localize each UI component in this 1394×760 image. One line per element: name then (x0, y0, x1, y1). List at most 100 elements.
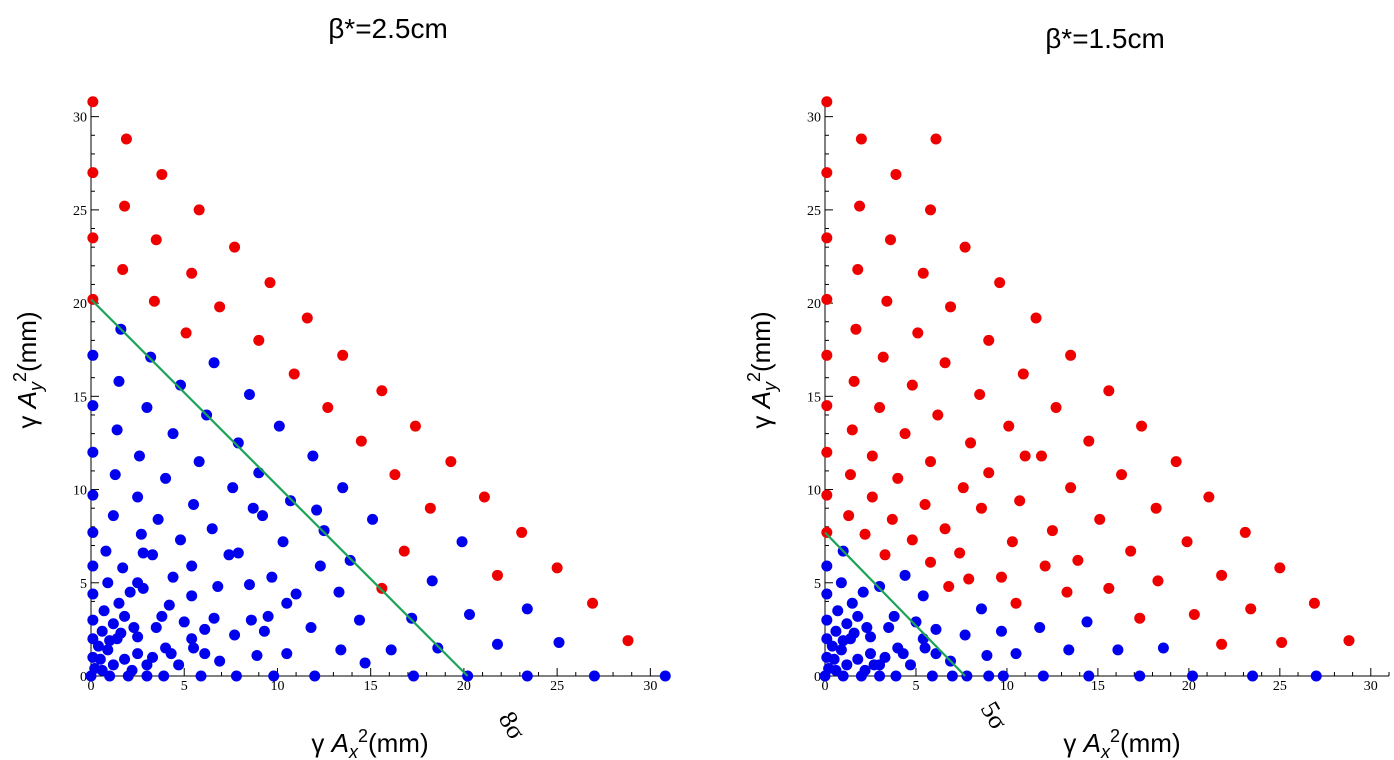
data-point-blue (107, 618, 119, 630)
data-point-blue (119, 653, 131, 665)
data-point-blue (281, 648, 293, 660)
data-point-blue (874, 670, 886, 682)
y-tick-label: 15 (73, 390, 87, 405)
data-point-blue (1310, 670, 1322, 682)
data-point-blue (115, 627, 127, 639)
x-tick-label: 25 (1273, 679, 1287, 694)
data-point-blue (113, 597, 125, 609)
data-point-red (957, 482, 969, 494)
data-point-red (963, 573, 975, 585)
data-point-blue (995, 625, 1007, 637)
data-point-blue (132, 577, 144, 589)
data-point-blue (230, 670, 242, 682)
data-point-red (148, 295, 160, 307)
data-point-blue (821, 614, 833, 626)
data-point-blue (857, 586, 869, 598)
data-point-red (1134, 612, 1146, 624)
data-point-blue (107, 510, 119, 522)
data-point-blue (846, 597, 858, 609)
data-point-red (445, 456, 457, 468)
data-point-red (1245, 603, 1257, 615)
data-point-red (821, 293, 833, 305)
data-point-blue (879, 651, 891, 663)
x-tick-label: 15 (364, 679, 378, 694)
data-point-red (1065, 482, 1077, 494)
data-point-blue (113, 375, 125, 387)
sigma-boundary-line (824, 531, 966, 677)
x-tick-label: 20 (457, 679, 471, 694)
data-point-blue (588, 670, 600, 682)
data-point-red (959, 241, 971, 253)
data-point-blue (141, 659, 153, 671)
data-point-blue (111, 424, 123, 436)
data-point-blue (96, 664, 108, 676)
data-point-red (1061, 586, 1073, 598)
data-point-red (1017, 368, 1029, 380)
data-point-blue (214, 655, 226, 667)
data-point-red (1050, 402, 1062, 414)
x-tick-label: 0 (88, 679, 95, 694)
data-point-red (1308, 597, 1320, 609)
data-point-red (930, 133, 942, 145)
data-point-blue (930, 623, 942, 635)
data-point-red (424, 502, 436, 514)
data-point-blue (883, 622, 895, 634)
data-point-blue (258, 625, 270, 637)
data-point-blue (426, 575, 438, 587)
data-point-blue (835, 644, 847, 656)
data-point-blue (87, 400, 99, 412)
data-point-blue (98, 605, 110, 617)
data-point-red (954, 547, 966, 559)
data-point-red (622, 635, 634, 647)
data-point-blue (87, 633, 99, 645)
data-point-red (1046, 525, 1058, 537)
data-point-red (193, 204, 205, 216)
data-point-blue (277, 536, 289, 548)
data-point-red (943, 581, 955, 593)
data-point-red (150, 234, 162, 246)
data-point-blue (257, 510, 269, 522)
data-point-blue (132, 648, 144, 660)
data-point-red (939, 357, 951, 369)
data-point-red (398, 545, 410, 557)
data-point-red (337, 349, 349, 361)
data-point-red (821, 167, 833, 179)
data-point-blue (117, 562, 129, 574)
data-point-red (322, 402, 334, 414)
data-point-red (821, 232, 833, 244)
data-point-blue (826, 640, 838, 652)
data-point-blue (311, 504, 323, 516)
data-point-blue (830, 625, 842, 637)
data-point-blue (899, 569, 911, 581)
data-point-blue (132, 491, 144, 503)
data-point-blue (137, 547, 149, 559)
data-point-blue (837, 670, 849, 682)
data-point-red (1103, 582, 1115, 594)
data-point-blue (852, 653, 864, 665)
data-point-blue (868, 659, 880, 671)
data-point-red (1116, 469, 1128, 481)
data-point-blue (917, 590, 929, 602)
data-point-blue (188, 642, 200, 654)
data-point-red (1181, 536, 1193, 548)
data-point-red (995, 571, 1007, 583)
data-point-blue (232, 547, 244, 559)
y-axis-label: γ Ay2(mm) (744, 311, 780, 428)
data-point-blue (167, 428, 179, 440)
data-point-blue (160, 472, 172, 484)
data-point-blue (553, 636, 565, 648)
data-point-blue (173, 659, 185, 671)
data-point-red (1094, 513, 1106, 525)
data-point-blue (385, 644, 397, 656)
data-point-red (1188, 608, 1200, 620)
data-point-red (1276, 636, 1288, 648)
data-point-blue (109, 469, 121, 481)
data-point-blue (1083, 670, 1095, 682)
data-point-red (288, 368, 300, 380)
data-point-blue (905, 659, 917, 671)
data-point-blue (309, 670, 321, 682)
data-point-red (1083, 435, 1095, 447)
y-tick-label: 15 (807, 390, 821, 405)
data-point-blue (888, 610, 900, 622)
data-point-red (87, 96, 99, 108)
